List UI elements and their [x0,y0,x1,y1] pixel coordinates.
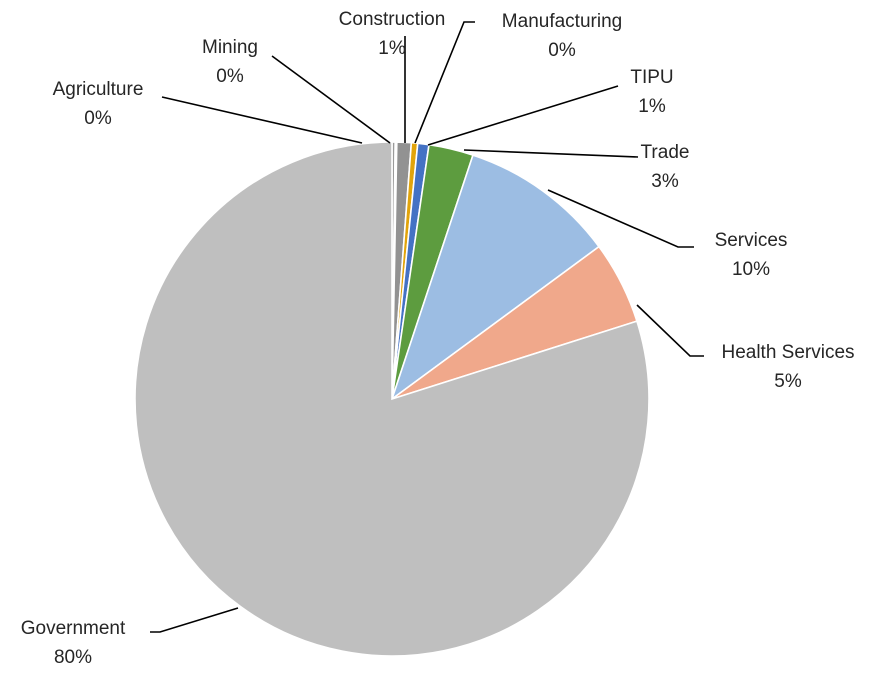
data-label-category-agriculture: Agriculture [53,79,144,100]
data-label-category-services: Services [715,230,788,251]
data-label-category-government: Government [21,618,126,639]
leader-lines [150,21,704,633]
data-label-category-trade: Trade [641,142,690,163]
leader-line-tipu [427,85,619,146]
data-label-percent-tipu: 1% [638,96,666,117]
data-label-category-manufacturing: Manufacturing [502,11,622,32]
data-label-category-health-services: Health Services [721,342,854,363]
data-label-percent-services: 10% [732,259,770,280]
data-label-percent-agriculture: 0% [84,108,112,129]
leader-line-services [547,189,694,248]
pie-slice-services [390,154,601,402]
data-label-percent-construction: 1% [378,38,406,59]
data-label-percent-manufacturing: 0% [548,40,576,61]
data-label-percent-government: 80% [54,647,92,668]
data-label-category-tipu: TIPU [630,67,673,88]
leader-line-manufacturing [414,21,475,144]
leader-line-government [150,607,239,633]
leader-line-mining [271,55,391,144]
pie-slice-government [134,141,650,657]
data-label-percent-trade: 3% [651,171,679,192]
data-label-category-construction: Construction [339,9,446,30]
leader-line-trade [463,149,639,158]
pie-slices [134,141,650,657]
data-label-percent-mining: 0% [216,66,244,87]
data-label-percent-health-services: 5% [774,371,802,392]
leader-line-agriculture [161,96,363,144]
leader-line-health-services [636,304,704,357]
data-labels: Agriculture 0% Mining 0% Construction 1% Manuf… [21,9,855,668]
data-label-category-mining: Mining [202,37,258,58]
